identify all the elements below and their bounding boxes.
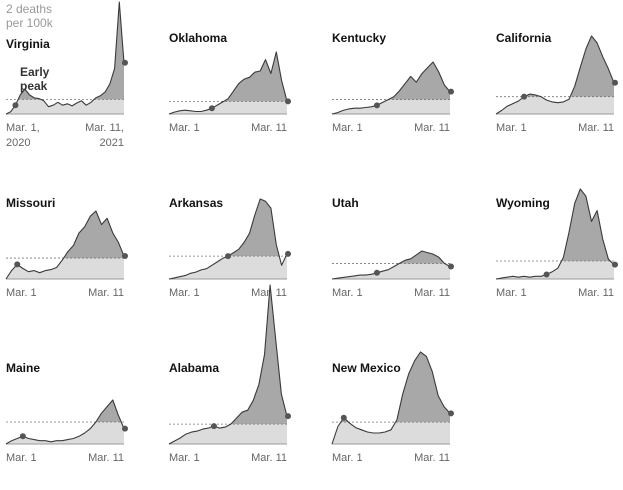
state-label: Utah: [332, 196, 359, 210]
threshold-annotation: per 100k: [6, 16, 54, 30]
early-peak-marker: [19, 433, 26, 440]
series-line: [5, 399, 125, 445]
latest-value-marker: [612, 261, 618, 268]
x-tick-label-end: Mar. 11: [88, 452, 124, 464]
panel-chart: Oklahoma Mar. 1 Mar. 11: [168, 31, 291, 134]
latest-value-marker: [122, 252, 128, 259]
x-tick-label-start: Mar. 1: [496, 287, 527, 299]
series-line: [5, 210, 125, 280]
latest-value-marker: [448, 263, 454, 270]
above-threshold-fill: [230, 285, 287, 425]
x-tick-label-end: Mar. 11,: [85, 122, 124, 134]
above-threshold-fill: [561, 189, 611, 261]
above-threshold-fill: [399, 251, 445, 264]
area-fill: [332, 62, 450, 114]
panel-chart: California Mar. 1 Mar. 11: [495, 31, 618, 134]
panel-chart: Missouri Mar. 1 Mar. 11: [5, 196, 128, 299]
latest-value-marker: [612, 79, 618, 86]
x-tick-label-end: Mar. 11: [414, 287, 450, 299]
above-threshold-fill: [18, 2, 124, 100]
panel-chart: Wyoming Mar. 1 Mar. 11: [495, 188, 618, 299]
early-peak-marker: [225, 253, 231, 260]
latest-value-marker: [285, 413, 291, 420]
x-tick-label-start: Mar. 1: [332, 287, 363, 299]
latest-value-marker: [285, 250, 291, 257]
above-threshold-fill: [95, 400, 122, 422]
early-peak-marker: [521, 93, 528, 100]
area-fill: [6, 2, 124, 114]
x-tick-label-end: Mar. 11: [251, 122, 287, 134]
latest-value-marker: [448, 88, 454, 95]
panel-chart: Alabama Mar. 1 Mar. 11: [168, 284, 291, 464]
panel-chart: Utah Mar. 1 Mar. 11: [331, 196, 454, 299]
above-threshold-fill: [388, 62, 450, 100]
early-peak-marker: [340, 414, 347, 421]
state-label: California: [496, 31, 552, 45]
above-threshold-fill: [227, 199, 287, 257]
x-tick-label-start: Mar. 1: [169, 122, 200, 134]
early-peak-marker: [373, 102, 380, 109]
early-peak-marker: [210, 423, 217, 430]
latest-value-marker: [122, 425, 128, 432]
state-label: New Mexico: [332, 361, 401, 375]
x-tick-label-start: Mar. 1: [6, 452, 37, 464]
panel-chart: Kentucky Mar. 1 Mar. 11: [331, 31, 454, 134]
latest-value-marker: [448, 410, 454, 417]
x-tick-label-start: Mar. 1: [169, 287, 200, 299]
state-label: Maine: [6, 361, 40, 375]
small-multiples-grid: Virginia Mar. 1, 2020 Mar. 11, 2021 2 deaths p…: [5, 1, 618, 464]
x-tick-label-start: Mar. 1,: [6, 122, 40, 134]
state-label: Oklahoma: [169, 31, 227, 45]
state-label: Arkansas: [169, 196, 223, 210]
x-tick-label-start: Mar. 1: [169, 452, 200, 464]
early-peak-marker: [208, 105, 215, 112]
latest-value-marker: [122, 59, 128, 66]
state-label: Wyoming: [496, 196, 550, 210]
state-label: Kentucky: [332, 31, 386, 45]
x-tick-label-start: 2020: [6, 137, 30, 149]
early-peak-marker: [14, 261, 21, 268]
above-threshold-fill: [63, 211, 124, 259]
state-label: Alabama: [169, 361, 219, 375]
area-fill: [6, 400, 124, 444]
threshold-annotation: 2 deaths: [6, 2, 52, 16]
series-line: [168, 284, 288, 445]
early-peak-marker: [543, 271, 550, 278]
x-tick-label-end: Mar. 11: [414, 122, 450, 134]
x-tick-label-end: 2021: [100, 137, 124, 149]
x-tick-label-end: Mar. 11: [578, 122, 614, 134]
x-tick-label-end: Mar. 11: [414, 452, 450, 464]
series-line: [331, 61, 451, 115]
series-line: [495, 35, 615, 115]
above-threshold-fill: [340, 352, 450, 423]
x-tick-label-end: Mar. 11: [88, 287, 124, 299]
x-tick-label-end: Mar. 11: [251, 452, 287, 464]
x-tick-label-end: Mar. 11: [578, 287, 614, 299]
early-peak-annotation: peak: [20, 79, 48, 93]
series-line: [331, 351, 451, 445]
panel-chart: New Mexico Mar. 1 Mar. 11: [331, 351, 454, 464]
latest-value-marker: [285, 98, 291, 105]
x-tick-label-start: Mar. 1: [332, 452, 363, 464]
above-threshold-fill: [524, 36, 614, 97]
x-tick-label-start: Mar. 1: [332, 122, 363, 134]
series-line: [331, 250, 451, 280]
early-peak-marker: [12, 102, 19, 109]
state-label: Virginia: [6, 37, 50, 51]
series-line: [5, 1, 125, 115]
state-label: Missouri: [6, 196, 55, 210]
early-peak-annotation: Early: [20, 65, 50, 79]
series-line: [168, 51, 288, 115]
x-tick-label-start: Mar. 1: [6, 287, 37, 299]
panel-chart: Maine Mar. 1 Mar. 11: [5, 361, 128, 464]
series-line: [495, 188, 615, 280]
early-peak-marker: [373, 269, 380, 276]
x-tick-label-start: Mar. 1: [496, 122, 527, 134]
above-threshold-fill: [223, 52, 287, 102]
